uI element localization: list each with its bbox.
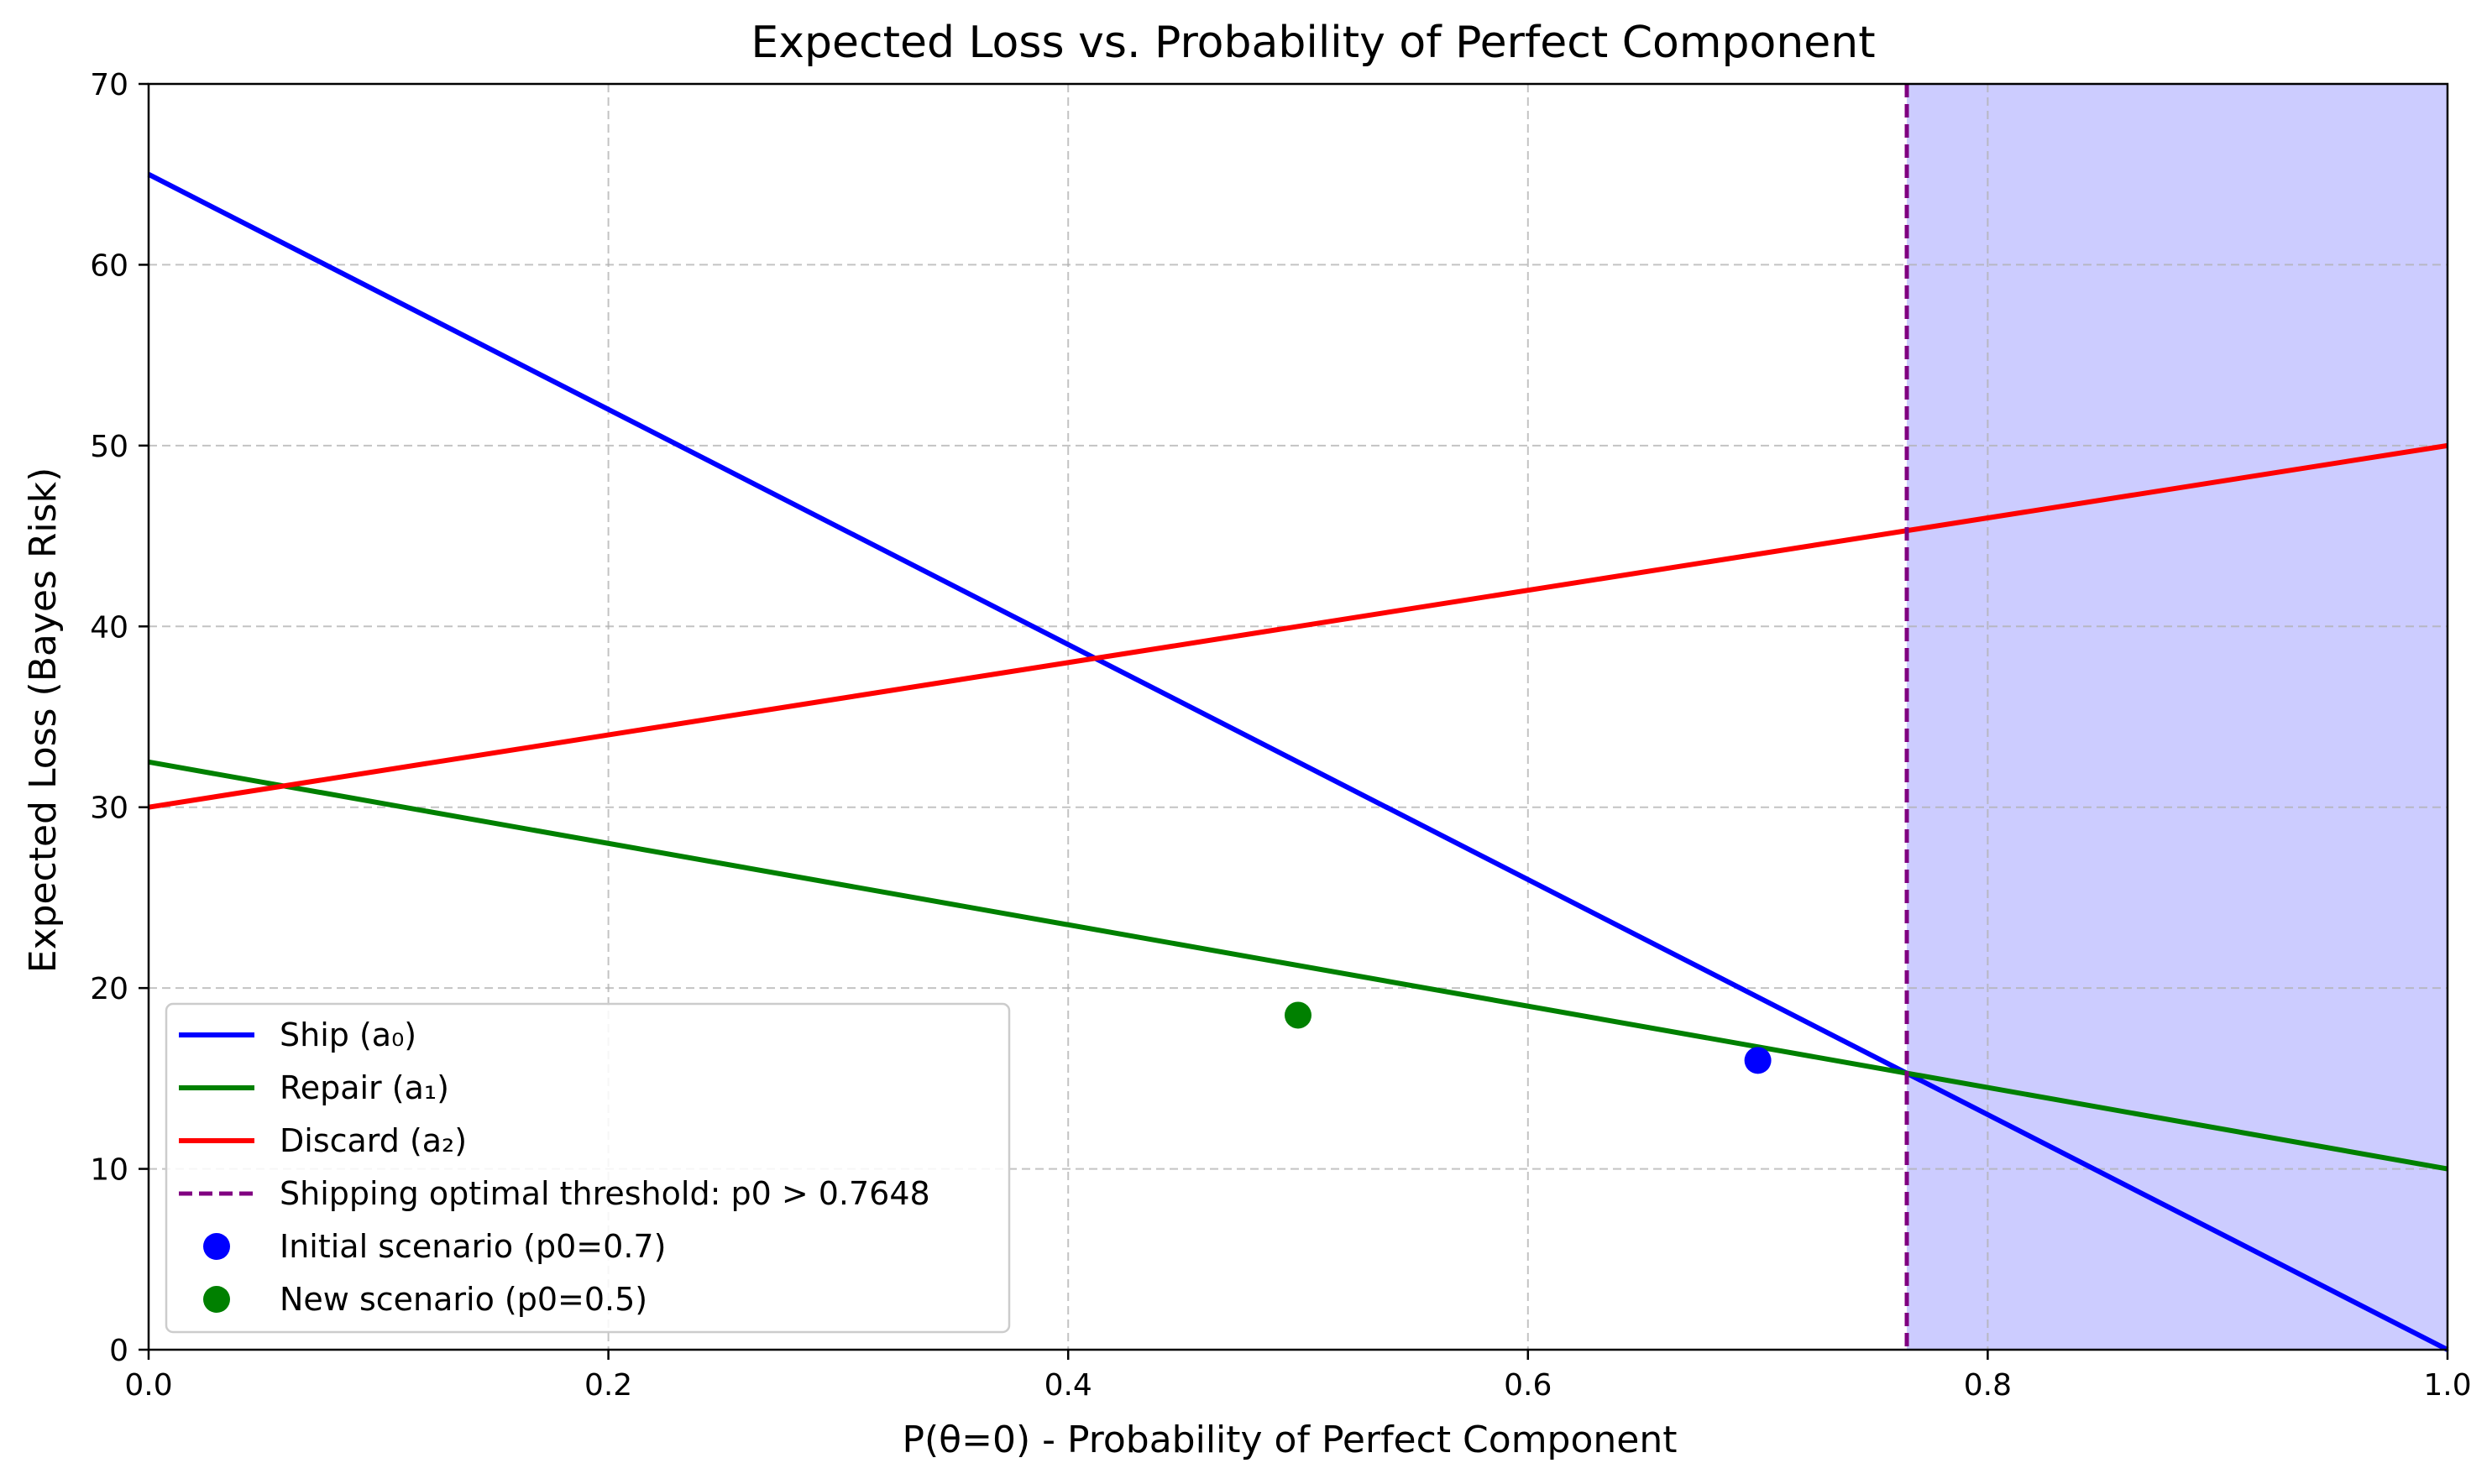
chart-title: Expected Loss vs. Probability of Perfect… (751, 18, 1875, 68)
x-tick-label: 0.2 (584, 1368, 632, 1403)
axes-frame (147, 82, 2449, 1351)
series-line-0 (147, 172, 2449, 1352)
y-tick-label: 0 (109, 1334, 128, 1368)
legend-label: Repair (a₁) (280, 1069, 449, 1106)
data-point-4 (1744, 1047, 1772, 1074)
legend-label: New scenario (p0=0.5) (280, 1281, 647, 1318)
x-tick-label: 0.6 (1504, 1368, 1552, 1403)
x-tick-label: 0.8 (1964, 1368, 2012, 1403)
series-line-1 (148, 759, 2448, 1172)
y-tick-label: 20 (90, 972, 128, 1006)
x-tick-label: 1.0 (2423, 1368, 2471, 1403)
plot-area: 0.0 0.2 0.4 0.6 0.8 1.0 0 10 20 30 40 50 60 70 Ship (a… (90, 68, 2471, 1403)
legend-label: Ship (a₀) (280, 1016, 416, 1053)
legend-item: Repair (a₁) (179, 1069, 449, 1106)
data-point-5 (1285, 1001, 1311, 1029)
y-tick-label: 10 (90, 1153, 128, 1188)
series-line-2 (148, 442, 2448, 810)
y-tick-label: 40 (90, 610, 128, 645)
y-tick-label: 30 (90, 792, 128, 826)
legend: Ship (a₀) Repair (a₁) Discard (a₂) Shipping… (165, 1002, 1011, 1334)
legend-label: Shipping optimal threshold: p0 > 0.7648 (280, 1175, 930, 1212)
legend-item: Ship (a₀) (179, 1016, 416, 1053)
y-tick-label: 50 (90, 430, 128, 464)
x-tick-label: 0.4 (1044, 1368, 1092, 1403)
y-tick-label: 70 (90, 68, 128, 102)
y-tick-label: 60 (90, 248, 128, 283)
legend-box (165, 1002, 1011, 1334)
legend-label: Discard (a₂) (280, 1122, 467, 1159)
legend-item: New scenario (p0=0.5) (203, 1281, 647, 1318)
x-tick-label: 0.0 (124, 1368, 172, 1403)
legend-swatch-marker (203, 1286, 230, 1313)
legend-item: Discard (a₂) (179, 1122, 467, 1159)
x-axis-label: P(θ=0) - Probability of Perfect Componen… (902, 1419, 1677, 1461)
y-axis-label: Expected Loss (Bayes Risk) (22, 468, 65, 973)
legend-swatch-marker (203, 1233, 230, 1260)
shaded-region (1907, 84, 2448, 1350)
legend-item: Shipping optimal threshold: p0 > 0.7648 (179, 1175, 930, 1212)
legend-item: Initial scenario (p0=0.7) (203, 1228, 666, 1265)
legend-label: Initial scenario (p0=0.7) (280, 1228, 666, 1265)
